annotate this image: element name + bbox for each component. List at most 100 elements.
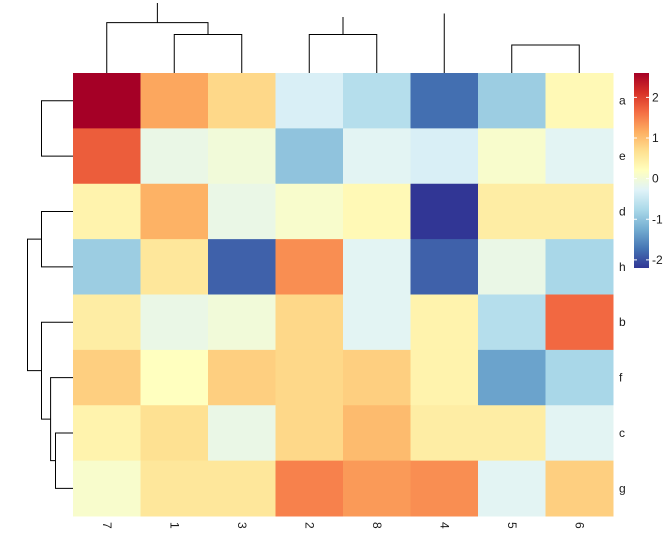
row-label-e: e bbox=[619, 149, 626, 163]
heatmap-cell-c-8 bbox=[343, 405, 411, 462]
heatmap-cell-d-1 bbox=[140, 183, 209, 240]
heatmap-cell-a-5 bbox=[478, 73, 546, 129]
heatmap-cell-h-2 bbox=[275, 239, 344, 295]
column-dendrogram-branch bbox=[511, 44, 580, 73]
heatmap-cell-f-6 bbox=[545, 349, 614, 406]
heatmap-cell-d-4 bbox=[410, 183, 479, 240]
legend-tick-label: -1 bbox=[652, 212, 663, 226]
legend-tick-label: 1 bbox=[652, 131, 659, 145]
col-label-2: 2 bbox=[302, 522, 316, 529]
heatmap-cell-g-6 bbox=[545, 460, 614, 517]
color-legend: 2 1 0 -1 -2 bbox=[634, 73, 663, 268]
row-dendrogram-branch bbox=[41, 321, 73, 420]
heatmap-cell-b-5 bbox=[478, 294, 546, 351]
heatmap-cell-a-6 bbox=[545, 73, 614, 129]
heatmap-cell-b-6 bbox=[545, 294, 614, 351]
col-label-1: 1 bbox=[167, 522, 181, 529]
heatmap-cell-f-3 bbox=[208, 349, 276, 406]
heatmap-cell-b-7 bbox=[73, 294, 141, 351]
heatmap-cell-d-7 bbox=[73, 183, 141, 240]
heatmap-cell-g-8 bbox=[343, 460, 411, 517]
heatmap-cell-b-3 bbox=[208, 294, 276, 351]
heatmap-cell-h-3 bbox=[208, 239, 276, 295]
heatmap-cell-d-2 bbox=[275, 183, 344, 240]
row-label-f: f bbox=[619, 371, 623, 385]
column-dendrogram-branch bbox=[173, 34, 243, 73]
heatmap-cell-h-6 bbox=[545, 239, 614, 295]
heatmap-cell-c-6 bbox=[545, 405, 614, 462]
heatmap-cell-e-1 bbox=[140, 128, 209, 185]
row-dendrogram-branch bbox=[50, 377, 73, 462]
column-labels: 7 1 3 2 8 4 5 6 bbox=[100, 522, 587, 529]
heatmap-cell-b-2 bbox=[275, 294, 344, 351]
col-label-5: 5 bbox=[505, 522, 519, 529]
heatmap-cell-e-2 bbox=[275, 128, 344, 185]
heatmap-cell-a-8 bbox=[343, 73, 411, 129]
heatmap-cell-c-3 bbox=[208, 405, 276, 462]
col-label-7: 7 bbox=[100, 522, 114, 529]
legend-tick-label: -2 bbox=[652, 253, 663, 267]
heatmap-cell-h-5 bbox=[478, 239, 546, 295]
heatmap-cell-c-1 bbox=[140, 405, 209, 462]
heatmap-cell-e-7 bbox=[73, 128, 141, 185]
legend-tick-label: 0 bbox=[652, 172, 659, 186]
heatmap-cell-g-2 bbox=[275, 460, 344, 517]
col-label-3: 3 bbox=[235, 522, 249, 529]
heatmap-cell-e-8 bbox=[343, 128, 411, 185]
legend-tick-label: 2 bbox=[652, 90, 659, 104]
row-dendrogram-branch bbox=[41, 210, 73, 268]
heatmap-cell-f-7 bbox=[73, 349, 141, 406]
heatmap-cell-c-5 bbox=[478, 405, 546, 462]
row-dendrogram-branch bbox=[27, 238, 42, 372]
heatmap-cell-b-8 bbox=[343, 294, 411, 351]
heatmap-cell-a-1 bbox=[140, 73, 209, 129]
row-label-c: c bbox=[619, 426, 625, 440]
row-dendrogram-branch bbox=[55, 432, 73, 489]
heatmap-cell-e-4 bbox=[410, 128, 479, 185]
col-label-4: 4 bbox=[437, 522, 451, 529]
heatmap-cell-f-4 bbox=[410, 349, 479, 406]
heatmap-cell-c-4 bbox=[410, 405, 479, 462]
row-dendrogram-branch bbox=[41, 100, 73, 157]
heatmap-cell-h-8 bbox=[343, 239, 411, 295]
heatmap-cell-g-7 bbox=[73, 460, 141, 517]
heatmap-cell-e-5 bbox=[478, 128, 546, 185]
heatmap-cell-f-1 bbox=[140, 349, 209, 406]
row-label-d: d bbox=[619, 204, 626, 218]
column-dendrogram bbox=[106, 3, 580, 73]
heatmap-cell-a-2 bbox=[275, 73, 344, 129]
heatmap-cell-g-5 bbox=[478, 460, 546, 517]
heatmap-cells bbox=[73, 73, 614, 517]
heatmap-cell-d-5 bbox=[478, 183, 546, 240]
heatmap-cell-e-3 bbox=[208, 128, 276, 185]
row-label-g: g bbox=[619, 481, 626, 495]
row-labels: a e d h b f c g bbox=[619, 94, 626, 496]
row-dendrogram bbox=[27, 100, 73, 489]
heatmap-cell-f-5 bbox=[478, 349, 546, 406]
legend-color-bar bbox=[634, 73, 649, 268]
heatmap-cell-g-1 bbox=[140, 460, 209, 517]
heatmap-cell-c-7 bbox=[73, 405, 141, 462]
heatmap-cell-d-3 bbox=[208, 183, 276, 240]
heatmap-cell-h-1 bbox=[140, 239, 209, 295]
heatmap-cell-a-4 bbox=[410, 73, 479, 129]
heatmap-cell-h-7 bbox=[73, 239, 141, 295]
heatmap-cell-g-3 bbox=[208, 460, 276, 517]
col-label-6: 6 bbox=[572, 522, 586, 529]
heatmap-cell-a-3 bbox=[208, 73, 276, 129]
column-dendrogram-branch bbox=[308, 34, 378, 73]
heatmap-cell-e-6 bbox=[545, 128, 614, 185]
heatmap-cell-d-6 bbox=[545, 183, 614, 240]
heatmap-cell-b-4 bbox=[410, 294, 479, 351]
row-label-b: b bbox=[619, 315, 626, 329]
heatmap-cell-h-4 bbox=[410, 239, 479, 295]
row-label-h: h bbox=[619, 260, 626, 274]
heatmap-cell-d-8 bbox=[343, 183, 411, 240]
col-label-8: 8 bbox=[370, 522, 384, 529]
column-dendrogram-branch bbox=[106, 22, 209, 73]
heatmap-cell-g-4 bbox=[410, 460, 479, 517]
heatmap-cell-c-2 bbox=[275, 405, 344, 462]
heatmap-cell-b-1 bbox=[140, 294, 209, 351]
heatmap-cell-a-7 bbox=[73, 73, 141, 129]
